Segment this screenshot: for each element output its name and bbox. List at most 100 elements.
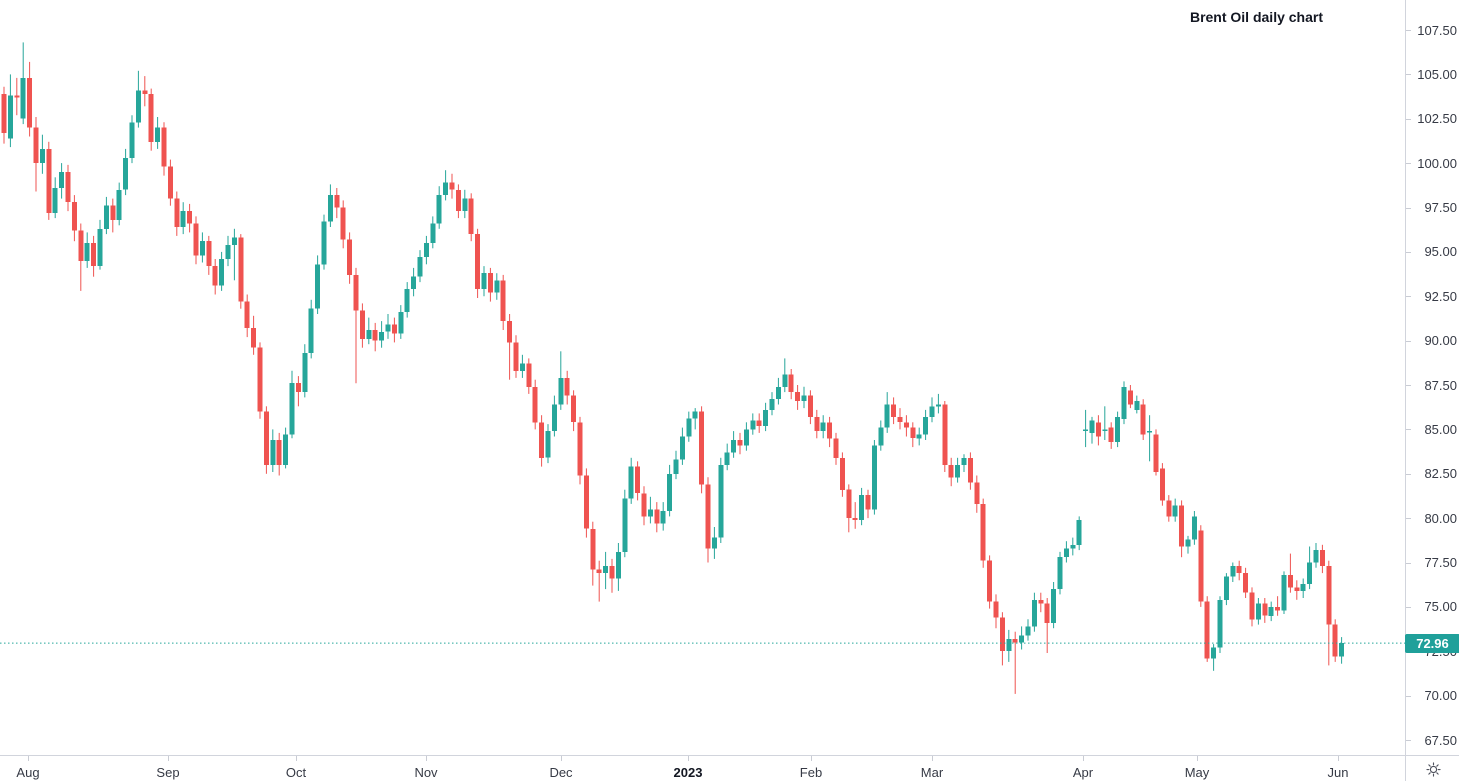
candle xyxy=(1319,544,1325,574)
candle xyxy=(974,475,980,513)
candle xyxy=(1287,553,1293,593)
candle xyxy=(929,397,935,423)
candle xyxy=(923,409,929,440)
time-scale-label: Mar xyxy=(920,765,944,780)
candle xyxy=(1223,573,1229,606)
price-scale-tick xyxy=(1406,607,1411,608)
candle xyxy=(891,397,897,425)
candle xyxy=(1115,411,1121,448)
candle xyxy=(718,457,724,543)
candle xyxy=(161,122,167,176)
candle xyxy=(564,370,570,405)
candle xyxy=(692,408,698,430)
candle xyxy=(558,351,564,410)
candle xyxy=(1102,406,1108,440)
candle xyxy=(449,173,455,199)
candle xyxy=(404,282,410,318)
candle xyxy=(142,76,148,107)
candle xyxy=(711,527,717,559)
price-scale-label: 75.00 xyxy=(1424,599,1457,614)
candle xyxy=(302,344,308,398)
price-scale-tick xyxy=(1406,296,1411,297)
candle xyxy=(238,234,244,309)
price-scale-label: 92.50 xyxy=(1424,289,1457,304)
candle xyxy=(577,416,583,485)
candle xyxy=(1147,415,1153,462)
price-scale-tick xyxy=(1406,385,1411,386)
candle xyxy=(462,189,468,219)
candle xyxy=(78,223,84,291)
time-scale-label: May xyxy=(1184,765,1210,780)
candle xyxy=(1179,500,1185,558)
candle xyxy=(750,413,756,435)
price-scale[interactable]: 107.50 105.00 102.50 100.00 97.50 95.00 92.50 9… xyxy=(1405,0,1459,755)
candle xyxy=(942,401,948,472)
candle xyxy=(673,450,679,480)
candle xyxy=(910,422,916,448)
candle xyxy=(1185,535,1191,554)
candle xyxy=(334,188,340,219)
candle xyxy=(39,134,45,174)
candle xyxy=(1262,598,1268,623)
candle xyxy=(295,376,301,407)
candle xyxy=(148,88,154,151)
candle xyxy=(788,369,794,400)
candle xyxy=(1019,626,1025,650)
candle xyxy=(116,182,122,226)
candle xyxy=(219,251,225,291)
candle xyxy=(187,203,193,233)
candle xyxy=(526,358,532,394)
candle xyxy=(276,432,282,476)
candles-canvas xyxy=(0,42,1405,694)
candle xyxy=(110,198,116,233)
candle xyxy=(679,427,685,465)
candle xyxy=(97,219,103,270)
candle xyxy=(814,409,820,439)
candle xyxy=(647,496,653,524)
candle xyxy=(315,255,321,314)
candle xyxy=(987,555,993,609)
candle xyxy=(583,468,589,538)
price-scale-label: 100.00 xyxy=(1417,156,1457,171)
candle xyxy=(967,452,973,490)
candle xyxy=(7,74,13,148)
candle xyxy=(366,317,372,345)
candle xyxy=(1236,560,1242,581)
candle xyxy=(1326,560,1332,666)
candle xyxy=(91,235,97,277)
candle xyxy=(340,200,346,249)
candle xyxy=(571,390,577,432)
candle xyxy=(33,117,39,192)
candle xyxy=(123,148,129,196)
candlestick-chart-pane[interactable]: Brent Oil daily chart xyxy=(0,0,1405,755)
candle xyxy=(1121,381,1127,425)
candle xyxy=(167,159,173,206)
time-scale[interactable]: Aug Sep Oct Nov Dec 2023 Feb Mar Apr May Jun xyxy=(0,755,1405,781)
gear-icon[interactable] xyxy=(1425,761,1441,777)
candle xyxy=(46,141,52,220)
last-price-badge: 72.96 xyxy=(1405,634,1459,653)
scale-settings-corner xyxy=(1405,755,1459,781)
candle xyxy=(615,543,621,591)
candle xyxy=(1070,537,1076,556)
candle xyxy=(961,454,967,472)
time-scale-tick xyxy=(426,756,427,761)
candle xyxy=(385,314,391,339)
candle xyxy=(743,422,749,451)
candle xyxy=(129,115,135,164)
candle xyxy=(1,86,7,144)
candle xyxy=(1332,619,1338,662)
candle xyxy=(225,235,231,267)
candle xyxy=(84,232,90,268)
candle xyxy=(1051,582,1057,629)
candle xyxy=(436,186,442,229)
candle xyxy=(775,377,781,405)
candle xyxy=(193,216,199,265)
time-scale-tick xyxy=(688,756,689,761)
price-scale-label: 105.00 xyxy=(1417,67,1457,82)
candle xyxy=(1134,395,1140,414)
price-scale-label: 77.50 xyxy=(1424,555,1457,570)
candle xyxy=(174,191,180,236)
candle xyxy=(1307,546,1313,590)
